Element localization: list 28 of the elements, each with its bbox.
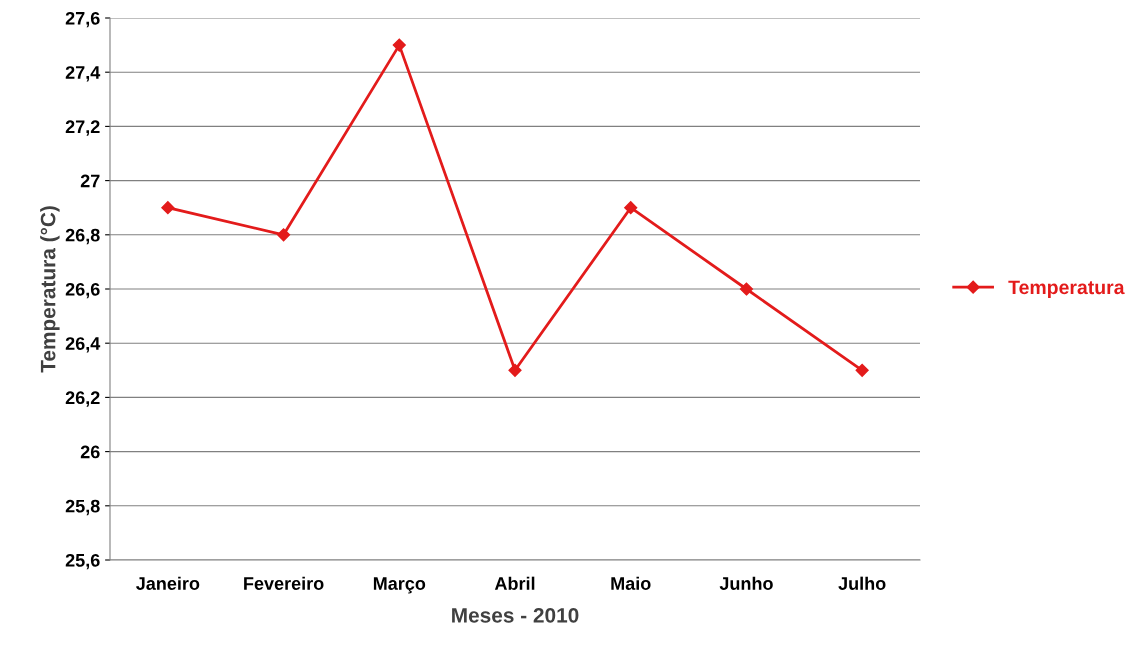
point	[855, 363, 869, 377]
y-tick-label: 27,4	[65, 66, 101, 82]
x-tick-label: Fevereiro	[244, 576, 324, 590]
y-tick-label: 27	[80, 174, 100, 188]
y-tick-label: 25,6	[65, 553, 100, 570]
x-tick-label: Janeiro	[136, 576, 200, 590]
y-tick-label: 25,8	[65, 499, 100, 516]
y-axis-title: Temperatura (°C)	[40, 206, 60, 373]
point	[392, 38, 406, 52]
point	[739, 282, 754, 296]
x-tick-label: Abril	[494, 576, 535, 590]
point	[624, 201, 638, 215]
x-tick-label: Maio	[611, 576, 651, 590]
point	[276, 228, 291, 242]
x-tick-label: Junho	[719, 576, 773, 590]
x-tick-label: Julho	[838, 576, 886, 590]
x-tick-label: Março	[373, 577, 426, 594]
point	[161, 201, 175, 215]
y-tick-label: 26,6	[65, 282, 100, 299]
y-tick-label: 26,2	[65, 391, 100, 407]
y-tick-label: 27,6	[65, 11, 100, 28]
y-tick-label: 26	[80, 445, 100, 459]
x-axis-title: Meses - 2010	[452, 607, 579, 623]
y-tick-label: 27,2	[65, 120, 100, 136]
y-tick-label: 26,8	[65, 228, 100, 245]
legend-label: Temperatura	[1008, 280, 1125, 299]
point	[508, 363, 522, 377]
y-tick-label: 26,4	[65, 337, 101, 353]
